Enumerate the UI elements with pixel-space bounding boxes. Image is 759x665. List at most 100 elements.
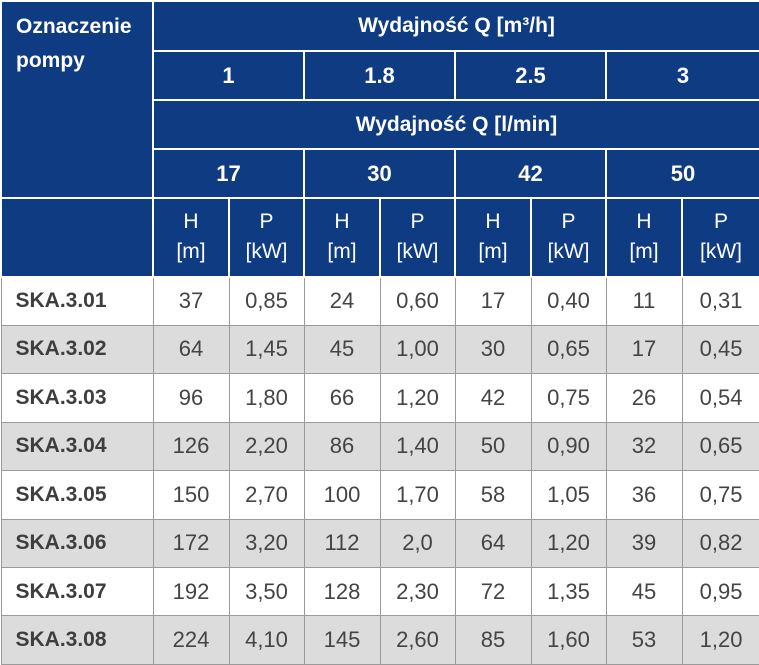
power-value: 0,75 [530, 373, 607, 423]
head-value: 150 [152, 470, 230, 520]
head-value: 45 [605, 566, 683, 617]
power-value: 1,00 [379, 324, 456, 375]
power-value: 2,30 [379, 566, 456, 617]
head-value: 17 [605, 324, 683, 375]
head-value: 172 [152, 518, 230, 569]
power-value: 1,40 [379, 421, 456, 472]
table-row: SKA.3.02 64 1,45 45 1,00 30 0,65 17 0,45 [0, 324, 759, 375]
power-value: 1,20 [530, 518, 607, 569]
pump-designation: SKA.3.03 [0, 373, 154, 423]
power-value: 3,50 [228, 566, 305, 617]
power-value: 1,20 [681, 615, 759, 665]
column-unit: [m] [327, 240, 357, 264]
head-value: 11 [605, 276, 683, 326]
pump-designation: SKA.3.07 [0, 566, 154, 617]
power-value: 0,54 [681, 373, 759, 423]
head-value: 64 [454, 518, 532, 569]
column-unit: [kW] [547, 240, 590, 264]
power-value: 2,60 [379, 615, 456, 665]
head-value: 17 [454, 276, 532, 326]
power-value: 1,45 [228, 324, 305, 375]
head-value: 50 [454, 421, 532, 472]
power-value: 0,40 [530, 276, 607, 326]
head-value: 85 [454, 615, 532, 665]
power-value: 4,10 [228, 615, 305, 665]
pump-designation: SKA.3.06 [0, 518, 154, 569]
column-symbol: P [410, 210, 425, 234]
head-value: 145 [303, 615, 381, 665]
power-value: 0,45 [681, 324, 759, 375]
column-unit: [m] [478, 240, 508, 264]
power-value: 2,0 [379, 518, 456, 569]
power-value: 0,90 [530, 421, 607, 472]
head-value: 72 [454, 566, 532, 617]
head-value: 112 [303, 518, 381, 569]
power-value: 1,20 [379, 373, 456, 423]
column-symbol: P [714, 210, 729, 234]
flow-lmin-value: 30 [303, 148, 456, 199]
column-symbol: H [183, 210, 199, 234]
power-value: 1,05 [530, 470, 607, 520]
head-value: 58 [454, 470, 532, 520]
head-value: 53 [605, 615, 683, 665]
head-value: 66 [303, 373, 381, 423]
column-unit-header: H [m] [152, 196, 230, 278]
head-value: 42 [454, 373, 532, 423]
table-row: SKA.3.05 150 2,70 100 1,70 58 1,05 36 0,75 [0, 470, 759, 520]
column-unit-header: H [m] [454, 196, 532, 278]
column-unit-header: H [m] [303, 196, 381, 278]
table-row: SKA.3.03 96 1,80 66 1,20 42 0,75 26 0,54 [0, 373, 759, 423]
head-value: 126 [152, 421, 230, 472]
column-unit: [kW] [396, 240, 439, 264]
flow-m3h-value: 3 [604, 50, 759, 101]
column-unit-header: P [kW] [530, 196, 607, 278]
power-value: 1,70 [379, 470, 456, 520]
column-symbol: H [334, 210, 350, 234]
table-row: SKA.3.01 37 0,85 24 0,60 17 0,40 11 0,31 [0, 276, 759, 326]
flow-lmin-value: 42 [454, 148, 607, 199]
pump-designation: SKA.3.02 [0, 324, 154, 375]
column-unit-header: P [kW] [228, 196, 305, 278]
head-value: 36 [605, 470, 683, 520]
power-value: 0,60 [379, 276, 456, 326]
power-value: 0,82 [681, 518, 759, 569]
pump-designation-header: Oznaczenie pompy [0, 0, 154, 199]
power-value: 1,35 [530, 566, 607, 617]
pump-designation: SKA.3.04 [0, 421, 154, 472]
power-value: 1,80 [228, 373, 305, 423]
power-value: 3,20 [228, 518, 305, 569]
column-symbol: P [259, 210, 274, 234]
column-unit-header: P [kW] [680, 196, 759, 278]
column-unit: [kW] [700, 240, 743, 264]
power-value: 0,95 [681, 566, 759, 617]
head-value: 100 [303, 470, 381, 520]
power-value: 0,85 [228, 276, 305, 326]
flow-lmin-value: 17 [152, 148, 305, 199]
pump-designation: SKA.3.08 [0, 615, 154, 665]
head-value: 86 [303, 421, 381, 472]
column-symbol: H [636, 210, 652, 234]
head-value: 192 [152, 566, 230, 617]
column-symbol: P [561, 210, 576, 234]
column-unit: [m] [629, 240, 659, 264]
column-unit-header: H [m] [605, 196, 683, 278]
flow-m3h-value: 1 [152, 50, 305, 101]
flow-m3h-header: Wydajność Q [m³/h] [151, 0, 759, 53]
pump-designation: SKA.3.01 [0, 276, 154, 326]
head-value: 45 [303, 324, 381, 375]
power-value: 0,65 [530, 324, 607, 375]
head-value: 26 [605, 373, 683, 423]
flow-lmin-header: Wydajność Q [l/min] [151, 98, 759, 151]
column-unit-header: P [kW] [379, 196, 456, 278]
flow-m3h-value: 1.8 [303, 50, 456, 101]
flow-lmin-value: 50 [604, 148, 759, 199]
power-value: 1,60 [530, 615, 607, 665]
head-value: 64 [152, 324, 230, 375]
flow-m3h-value: 2.5 [454, 50, 607, 101]
head-value: 30 [454, 324, 532, 375]
table-row: SKA.3.04 126 2,20 86 1,40 50 0,90 32 0,65 [0, 421, 759, 472]
column-unit: [m] [176, 240, 206, 264]
column-unit: [kW] [245, 240, 288, 264]
head-value: 32 [605, 421, 683, 472]
